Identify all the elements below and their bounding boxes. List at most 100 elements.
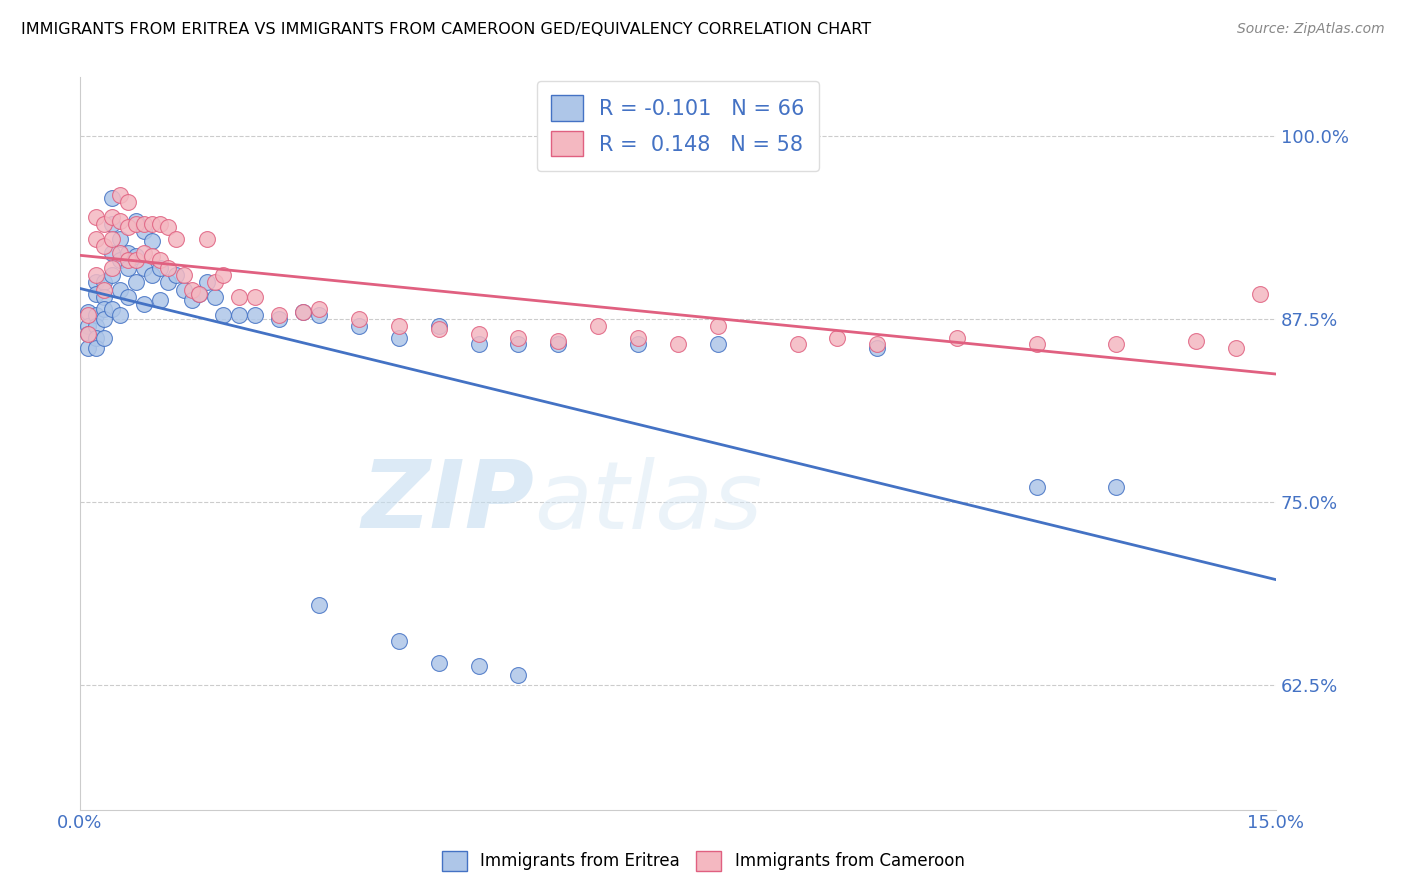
Point	[427, 322, 450, 336]
Point	[149, 260, 172, 275]
Point	[586, 319, 609, 334]
Point	[547, 337, 569, 351]
Point	[866, 341, 889, 355]
Point	[1025, 480, 1047, 494]
Point	[149, 293, 172, 307]
Legend: R = -0.101   N = 66, R =  0.148   N = 58: R = -0.101 N = 66, R = 0.148 N = 58	[537, 80, 820, 171]
Point	[76, 319, 98, 334]
Point	[125, 276, 148, 290]
Point	[100, 210, 122, 224]
Point	[132, 246, 155, 260]
Point	[108, 231, 131, 245]
Point	[76, 341, 98, 355]
Point	[827, 331, 849, 345]
Point	[946, 331, 969, 345]
Point	[165, 231, 187, 245]
Point	[93, 217, 115, 231]
Point	[308, 308, 330, 322]
Point	[866, 337, 889, 351]
Point	[93, 331, 115, 345]
Point	[108, 253, 131, 268]
Point	[93, 312, 115, 326]
Point	[1225, 341, 1247, 355]
Point	[197, 276, 219, 290]
Point	[141, 268, 163, 282]
Point	[427, 319, 450, 334]
Point	[627, 337, 650, 351]
Point	[508, 668, 530, 682]
Text: atlas: atlas	[534, 457, 762, 548]
Point	[108, 214, 131, 228]
Point	[508, 337, 530, 351]
Point	[388, 331, 411, 345]
Point	[100, 268, 122, 282]
Point	[204, 290, 226, 304]
Point	[141, 249, 163, 263]
Point	[84, 231, 107, 245]
Point	[467, 659, 489, 673]
Point	[93, 239, 115, 253]
Point	[76, 326, 98, 341]
Point	[180, 293, 202, 307]
Point	[108, 308, 131, 322]
Point	[84, 319, 107, 334]
Point	[188, 287, 211, 301]
Point	[125, 253, 148, 268]
Point	[125, 249, 148, 263]
Point	[84, 268, 107, 282]
Point	[212, 308, 235, 322]
Point	[117, 260, 139, 275]
Point	[427, 656, 450, 670]
Point	[76, 304, 98, 318]
Text: ZIP: ZIP	[361, 456, 534, 548]
Point	[100, 190, 122, 204]
Point	[100, 231, 122, 245]
Text: Source: ZipAtlas.com: Source: ZipAtlas.com	[1237, 22, 1385, 37]
Point	[786, 337, 808, 351]
Point	[125, 214, 148, 228]
Legend: Immigrants from Eritrea, Immigrants from Cameroon: Immigrants from Eritrea, Immigrants from…	[433, 842, 973, 880]
Point	[93, 301, 115, 316]
Point	[1249, 287, 1271, 301]
Point	[84, 341, 107, 355]
Point	[93, 276, 115, 290]
Point	[149, 253, 172, 268]
Point	[84, 331, 107, 345]
Point	[1105, 337, 1128, 351]
Point	[292, 304, 315, 318]
Point	[141, 235, 163, 249]
Point	[1105, 480, 1128, 494]
Point	[508, 331, 530, 345]
Point	[117, 253, 139, 268]
Point	[269, 308, 291, 322]
Point	[100, 246, 122, 260]
Point	[707, 337, 730, 351]
Point	[308, 598, 330, 612]
Point	[228, 290, 250, 304]
Point	[467, 337, 489, 351]
Point	[84, 276, 107, 290]
Point	[149, 217, 172, 231]
Point	[292, 304, 315, 318]
Point	[1025, 337, 1047, 351]
Point	[117, 194, 139, 209]
Point	[108, 187, 131, 202]
Point	[132, 217, 155, 231]
Point	[156, 219, 179, 234]
Point	[141, 217, 163, 231]
Point	[84, 308, 107, 322]
Point	[197, 231, 219, 245]
Point	[1185, 334, 1208, 348]
Point	[165, 268, 187, 282]
Point	[117, 219, 139, 234]
Point	[173, 268, 195, 282]
Point	[117, 290, 139, 304]
Point	[245, 308, 267, 322]
Point	[269, 312, 291, 326]
Point	[308, 301, 330, 316]
Point	[388, 634, 411, 648]
Point	[212, 268, 235, 282]
Point	[100, 260, 122, 275]
Point	[76, 308, 98, 322]
Point	[467, 326, 489, 341]
